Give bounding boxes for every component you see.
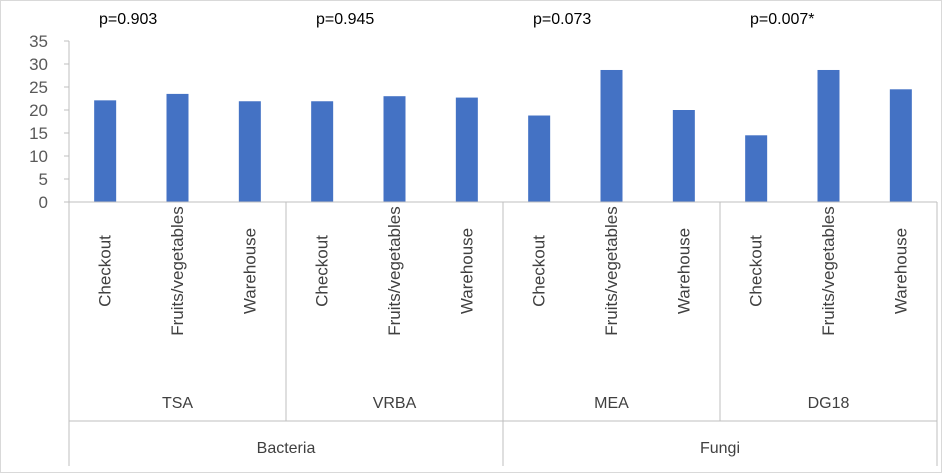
x-category-label: Checkout — [530, 235, 549, 307]
x-group-label: DG18 — [808, 395, 850, 412]
x-group-label: VRBA — [373, 395, 417, 412]
x-axis: Checkout Fruits/vegetables Warehouse Checko… — [68, 201, 938, 466]
bar — [383, 96, 406, 202]
bar — [600, 69, 623, 202]
x-supergroup-label: Bacteria — [257, 440, 316, 457]
y-tick-label: 5 — [39, 170, 48, 189]
y-tick-label: 35 — [29, 32, 48, 51]
bar — [166, 93, 189, 202]
y-tick-label: 30 — [29, 55, 48, 74]
p-value-label: p=0.073 — [533, 11, 591, 28]
y-tick-label: 0 — [39, 193, 48, 212]
bar — [94, 100, 117, 202]
p-value-label: p=0.007* — [750, 11, 815, 28]
x-category-label: Checkout — [747, 235, 766, 307]
bar — [455, 97, 478, 202]
bar — [672, 110, 695, 202]
y-tick-label: 15 — [29, 124, 48, 143]
x-category-label: Checkout — [96, 235, 115, 307]
y-tick-label: 25 — [29, 78, 48, 97]
x-category-label: Fruits/vegetables — [168, 206, 187, 335]
p-value-label: p=0.903 — [99, 11, 157, 28]
x-category-label: Warehouse — [240, 228, 259, 314]
y-axis: 0 5 10 15 20 25 30 35 — [29, 32, 70, 212]
bar — [528, 115, 551, 202]
y-tick-label: 20 — [29, 101, 48, 120]
y-tick-label: 10 — [29, 147, 48, 166]
x-group-label: TSA — [162, 395, 193, 412]
x-group-label: MEA — [594, 395, 629, 412]
x-category-label: Warehouse — [457, 228, 476, 314]
p-value-annotations: p=0.903 p=0.945 p=0.073 p=0.007* — [99, 11, 815, 28]
bars — [94, 69, 912, 202]
bar — [238, 101, 261, 202]
x-category-label: Fruits/vegetables — [385, 206, 404, 335]
x-category-label: Warehouse — [891, 228, 910, 314]
bar — [889, 89, 912, 202]
x-category-label: Fruits/vegetables — [602, 206, 621, 335]
x-category-label: Warehouse — [674, 228, 693, 314]
x-supergroup-label: Fungi — [700, 440, 740, 457]
bar — [745, 135, 768, 202]
bar — [817, 69, 840, 202]
x-category-label: Fruits/vegetables — [819, 206, 838, 335]
x-category-label: Checkout — [313, 235, 332, 307]
p-value-label: p=0.945 — [316, 11, 374, 28]
bar — [311, 101, 334, 202]
